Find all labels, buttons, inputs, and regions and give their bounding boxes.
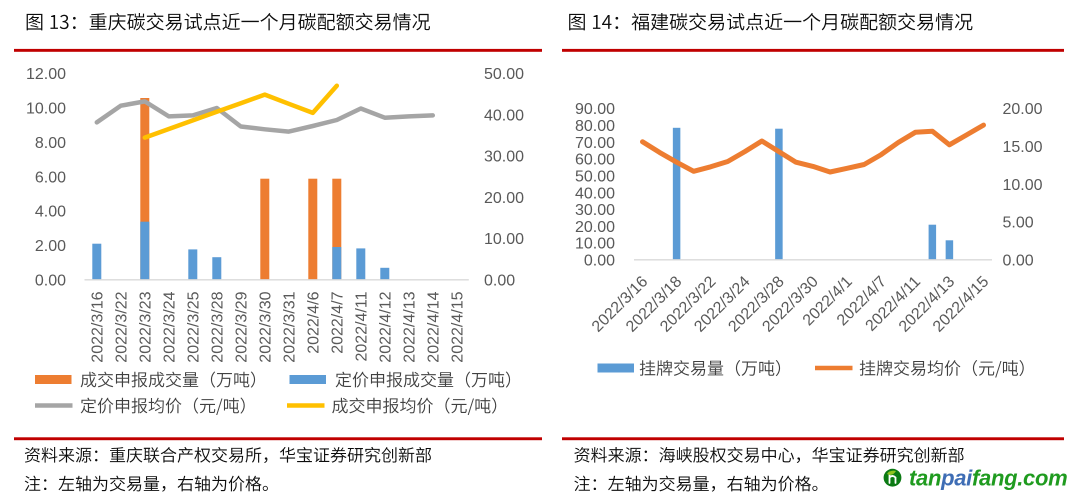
svg-text:2022/4/7: 2022/4/7 [330,291,347,353]
svg-text:2022/4/15: 2022/4/15 [450,291,467,362]
svg-text:2022/3/31: 2022/3/31 [282,291,299,362]
svg-text:30.00: 30.00 [484,149,524,166]
svg-text:10.00: 10.00 [484,231,524,248]
svg-text:2022/3/25: 2022/3/25 [186,291,203,362]
svg-text:2022/3/23: 2022/3/23 [138,291,155,362]
svg-text:6.00: 6.00 [35,169,66,186]
svg-text:80.00: 80.00 [575,118,615,135]
svg-text:15.00: 15.00 [1003,139,1043,156]
svg-text:4.00: 4.00 [35,204,66,221]
svg-text:5.00: 5.00 [1003,215,1034,232]
svg-text:0.00: 0.00 [35,273,66,290]
svg-text:2022/4/11: 2022/4/11 [354,291,371,361]
svg-text:2022/4/6: 2022/4/6 [306,291,323,353]
svg-text:2022/3/16: 2022/3/16 [90,291,107,362]
svg-text:20.00: 20.00 [575,219,615,236]
svg-text:10.00: 10.00 [26,100,66,117]
svg-text:8.00: 8.00 [35,135,66,152]
svg-text:10.00: 10.00 [1003,177,1043,194]
svg-text:2022/4/12: 2022/4/12 [378,291,395,362]
svg-text:30.00: 30.00 [575,202,615,219]
svg-text:10.00: 10.00 [575,236,615,253]
svg-text:40.00: 40.00 [484,107,524,124]
svg-text:2022/3/22: 2022/3/22 [114,291,131,362]
svg-text:0.00: 0.00 [584,253,615,270]
svg-text:50.00: 50.00 [575,168,615,185]
svg-text:2022/4/13: 2022/4/13 [402,291,419,362]
svg-text:0.00: 0.00 [484,273,515,290]
svg-text:2.00: 2.00 [35,238,66,255]
svg-text:20.00: 20.00 [1003,101,1043,118]
svg-text:90.00: 90.00 [575,101,615,118]
svg-text:12.00: 12.00 [26,66,66,83]
svg-text:20.00: 20.00 [484,190,524,207]
svg-text:40.00: 40.00 [575,185,615,202]
svg-text:70.00: 70.00 [575,135,615,152]
svg-text:2022/4/14: 2022/4/14 [426,291,443,362]
svg-text:2022/3/30: 2022/3/30 [258,291,275,362]
svg-text:0.00: 0.00 [1003,253,1034,270]
svg-text:50.00: 50.00 [484,66,524,83]
svg-text:2022/3/28: 2022/3/28 [210,291,227,362]
svg-text:2022/3/24: 2022/3/24 [162,291,179,362]
svg-text:tanpaifang.com: tanpaifang.com [909,466,1067,491]
svg-text:60.00: 60.00 [575,152,615,169]
svg-text:2022/3/29: 2022/3/29 [234,291,251,362]
